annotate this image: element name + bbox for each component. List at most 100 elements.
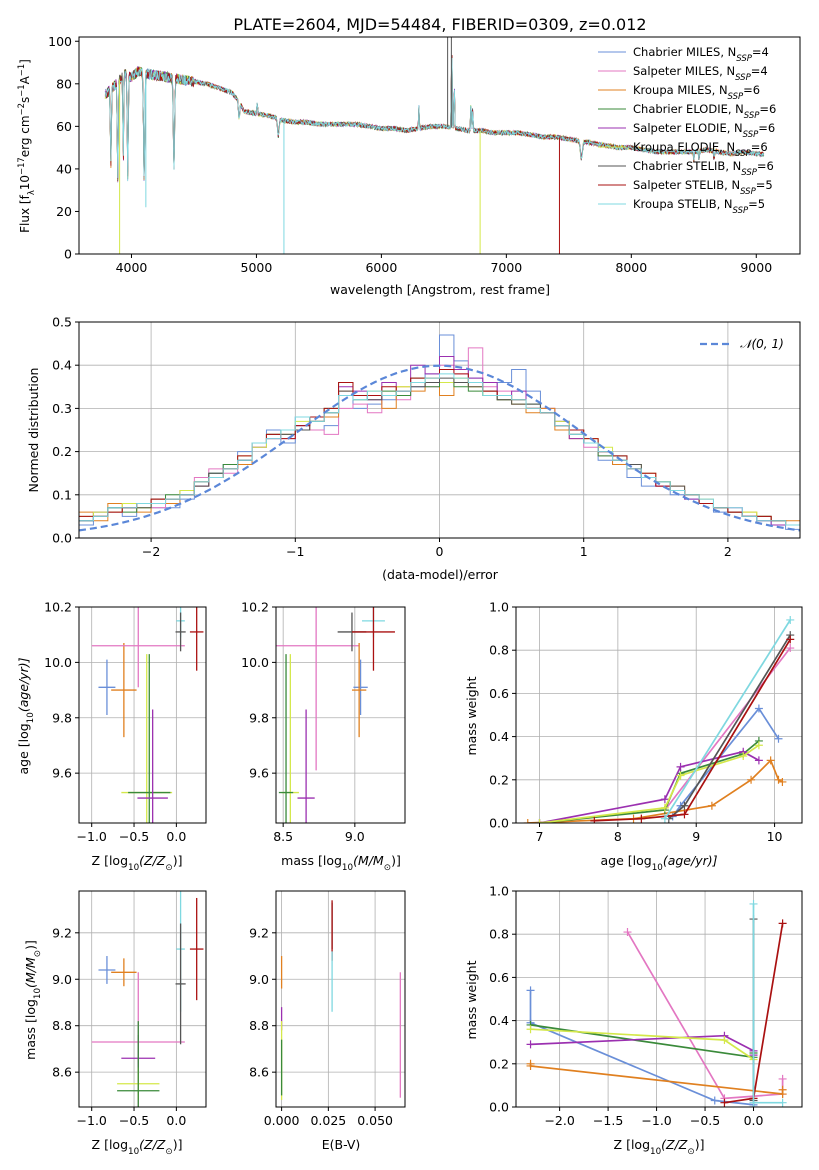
weight-marker bbox=[778, 1098, 787, 1107]
y-tick-label: 1.0 bbox=[489, 600, 509, 615]
weight-series-salpeter-stelib bbox=[590, 635, 795, 823]
legend-entry: Salpeter MILES, NSSP=4 bbox=[633, 64, 768, 83]
weight-marker bbox=[778, 777, 787, 786]
label-part: s bbox=[18, 97, 32, 103]
x-tick-label: 8000 bbox=[615, 260, 647, 275]
errorbar-chabrier-stelib bbox=[175, 612, 186, 652]
y-tick-label: 9.2 bbox=[249, 925, 269, 940]
normal-curve bbox=[79, 364, 800, 532]
axes-frame bbox=[78, 606, 207, 824]
label-part: 10 bbox=[128, 863, 139, 873]
y-tick-label: 0 bbox=[64, 247, 72, 262]
label-part: 10 bbox=[652, 863, 663, 873]
label-part: λ bbox=[26, 190, 36, 195]
x-axis-label: (data-model)/error bbox=[382, 567, 499, 582]
x-tick-label: 9000 bbox=[740, 260, 772, 275]
figure-title: PLATE=2604, MJD=54484, FIBERID=0309, z=0… bbox=[233, 15, 646, 34]
weight-marker bbox=[739, 752, 748, 761]
legend-entry: 𝒩(0, 1) bbox=[740, 337, 784, 351]
label-part: 10 bbox=[342, 863, 353, 873]
weight-line bbox=[594, 638, 791, 822]
x-axis-label: Z [log10(Z/Z⊙)] bbox=[92, 1137, 183, 1157]
x-tick-label: 9 bbox=[692, 829, 700, 844]
legend-entry-part: SSP bbox=[740, 187, 756, 197]
weight-marker bbox=[778, 1074, 787, 1083]
weight-age-plot-area bbox=[523, 615, 795, 823]
x-tick-label: 0 bbox=[436, 544, 444, 559]
errorbar-kroupa-miles bbox=[351, 643, 367, 738]
legend-entry: Salpeter STELIB, NSSP=5 bbox=[633, 178, 773, 197]
spectrum-line-kroupa-stelib bbox=[104, 57, 765, 182]
weight-marker bbox=[623, 928, 632, 937]
x-tick-label: 2 bbox=[724, 544, 732, 559]
x-tick-label: 6000 bbox=[365, 260, 397, 275]
weight-marker bbox=[676, 762, 685, 771]
weight-line bbox=[527, 758, 783, 823]
errorbar-salpeter-miles bbox=[276, 607, 360, 771]
errorbar-chabrier-miles bbox=[98, 956, 116, 984]
label-part: ⊙ bbox=[384, 863, 391, 873]
x-tick-label: 7 bbox=[536, 829, 544, 844]
y-tick-label: 0.4 bbox=[489, 1013, 509, 1028]
y-tick-label: 9.6 bbox=[52, 766, 72, 781]
weight-line bbox=[539, 740, 760, 823]
weight-line bbox=[530, 1028, 754, 1061]
x-tick-label: 9.0 bbox=[345, 829, 365, 844]
y-tick-label: 0.0 bbox=[489, 816, 509, 831]
weight-marker bbox=[535, 819, 544, 823]
y-tick-label: 80 bbox=[56, 76, 72, 91]
weight-series-kroupa-miles bbox=[526, 1059, 787, 1099]
label-part: )] bbox=[173, 853, 183, 868]
x-tick-label: 0.0 bbox=[744, 1113, 764, 1128]
x-tick-label: 0.0 bbox=[166, 829, 186, 844]
axes-frame bbox=[275, 606, 406, 824]
label-part: (Z/Z bbox=[661, 1137, 688, 1152]
y-tick-label: 0.6 bbox=[489, 970, 509, 985]
label-part: Z [log bbox=[614, 1137, 650, 1152]
errorbar-salpeter-elodie bbox=[297, 709, 315, 823]
weight-series-kroupa-elodie bbox=[535, 741, 763, 823]
y-tick-label: 9.8 bbox=[52, 710, 72, 725]
x-tick-label: 0.0 bbox=[166, 1113, 186, 1128]
label-part: age [log bbox=[600, 853, 651, 868]
z-age-plot-area bbox=[91, 607, 204, 823]
y-tick-label: 0.2 bbox=[52, 444, 72, 459]
legend-entry-part: =5 bbox=[748, 197, 765, 211]
label-part: Z [log bbox=[92, 853, 128, 868]
label-part: age [log bbox=[16, 723, 31, 774]
legend-entry-part: =6 bbox=[751, 140, 768, 154]
label-part: 10 bbox=[33, 988, 43, 999]
x-tick-label: 0.050 bbox=[357, 1113, 393, 1128]
label-part: −17 bbox=[16, 157, 26, 175]
z-mass-axes bbox=[79, 891, 206, 1107]
label-part: −2 bbox=[16, 103, 26, 115]
legend-entry-part: SSP bbox=[741, 168, 757, 178]
weight-marker bbox=[523, 819, 532, 823]
label-part: ⊙ bbox=[165, 1147, 172, 1157]
y-tick-label: 60 bbox=[56, 119, 72, 134]
weight-marker bbox=[749, 899, 758, 908]
ebv-mass-frame: 0.000 0.025 0.050 8.6 8.8 9.0 9.2 E(B-V) bbox=[249, 890, 406, 1152]
axes-frame bbox=[515, 890, 803, 1108]
weight-series-kroupa-elodie bbox=[526, 1025, 758, 1064]
x-tick-label: 7000 bbox=[490, 260, 522, 275]
weight-marker bbox=[660, 795, 669, 804]
legend-entry-part: =5 bbox=[756, 178, 773, 192]
errorbar-kroupa-miles bbox=[111, 643, 137, 738]
legend-entry-part: SSP bbox=[736, 54, 752, 64]
legend-entry-part: SSP bbox=[743, 130, 759, 140]
errorbar-chabrier-elodie bbox=[117, 1021, 160, 1107]
mass-age-frame: 8.5 9.0 9.6 9.8 10.0 10.2 mass [log10(M/M⊙)] bbox=[241, 600, 406, 873]
x-tick-label: −1.0 bbox=[641, 1113, 671, 1128]
legend-entry-part: =4 bbox=[752, 45, 769, 59]
y-axis-label: age [log10(age/yr)] bbox=[16, 657, 36, 774]
y-tick-label: 0.8 bbox=[489, 927, 509, 942]
weight-marker bbox=[747, 775, 756, 784]
y-tick-label: 8.8 bbox=[249, 1018, 269, 1033]
x-tick-label: −1.5 bbox=[593, 1113, 623, 1128]
legend-entry-part: Salpeter MILES, N bbox=[633, 64, 735, 78]
plot-layer: 4000 5000 6000 7000 8000 9000020406080100Chab… bbox=[16, 34, 803, 1157]
